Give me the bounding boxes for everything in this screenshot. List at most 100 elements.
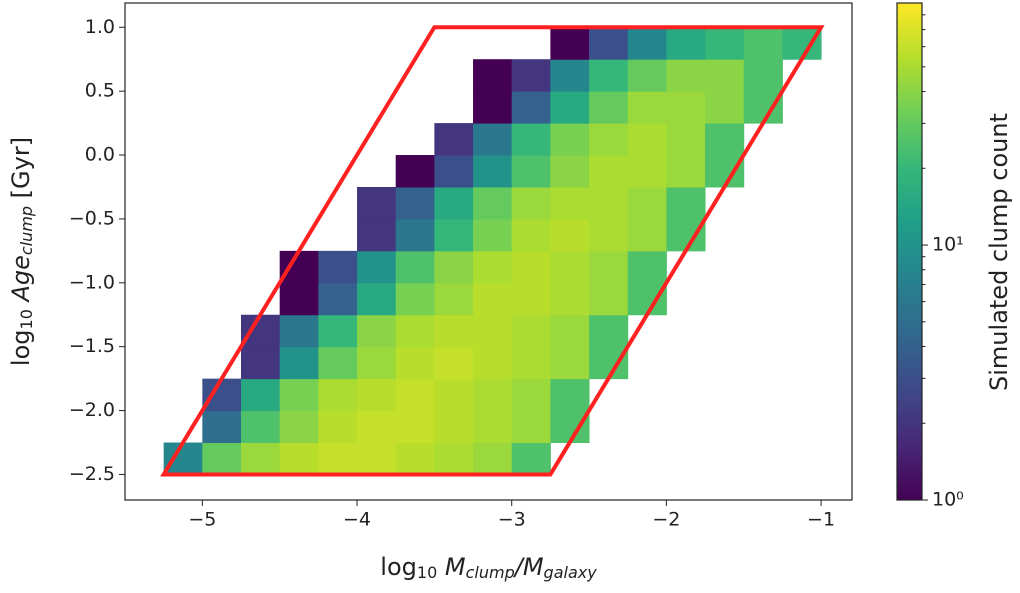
hist-cell: [395, 442, 435, 475]
hist-cell: [279, 250, 319, 284]
hist-cell: [666, 155, 706, 188]
hist-cell: [318, 442, 358, 475]
x-tick-label: −4: [343, 509, 371, 531]
hist-cell: [395, 314, 435, 348]
hist-cell: [511, 218, 551, 252]
hist-cell: [473, 91, 513, 124]
y-axis-label-part: [7, 301, 35, 309]
x-axis-label-part: galaxy: [544, 563, 598, 582]
hist-cell: [627, 91, 667, 124]
hist-cell: [627, 218, 667, 252]
hist-cell: [627, 155, 667, 188]
hist-cell: [511, 91, 551, 124]
y-axis-label: log10 Ageclump [Gyr]: [7, 137, 36, 366]
hist-cell: [666, 91, 706, 124]
x-axis-label-part: [437, 553, 445, 581]
hist-cell: [666, 123, 706, 156]
hist-cell: [550, 27, 590, 60]
hist-cell: [511, 346, 551, 380]
hist-cell: [627, 59, 667, 92]
hist-cell: [279, 410, 319, 444]
colorbar-label: Simulated clump count: [985, 113, 1013, 391]
hist-cell: [357, 410, 397, 444]
hist-cell: [357, 378, 397, 412]
hist-cell: [395, 186, 435, 220]
hist-cell: [511, 282, 551, 316]
y-tick-label: −2.5: [69, 463, 115, 485]
hist-cell: [357, 218, 397, 252]
hist-cell: [318, 314, 358, 348]
y-tick-label: −1.0: [69, 271, 115, 293]
hist-cell: [318, 250, 358, 284]
hist-cell: [434, 250, 474, 284]
hist-cell: [589, 91, 629, 124]
hist-cell: [589, 123, 629, 156]
region-outline: [160, 25, 825, 477]
hist-cell: [395, 410, 435, 444]
hist-cell: [434, 346, 474, 380]
hist-cell: [782, 27, 822, 60]
hist-cell: [395, 155, 435, 188]
hist-cell: [473, 186, 513, 220]
x-axis-label: log10 Mclump/Mgalaxy: [380, 553, 597, 582]
hist-cell: [241, 410, 281, 444]
hist-cell: [627, 282, 667, 316]
hist-cell: [511, 314, 551, 348]
hist-cell: [473, 250, 513, 284]
hist-cell: [202, 410, 242, 444]
hist-cell: [473, 314, 513, 348]
hist-cell: [705, 27, 745, 60]
hist-cell: [202, 378, 242, 412]
hist-cell: [589, 314, 629, 348]
hist-cell: [202, 442, 242, 475]
hist-cell: [473, 346, 513, 380]
hist-cell: [279, 346, 319, 380]
hist-cell: [550, 155, 590, 188]
hist-cell: [279, 442, 319, 475]
hist-cell: [705, 59, 745, 92]
hist-cell: [550, 218, 590, 252]
y-axis-label-part: 10: [17, 309, 36, 329]
hist-cell: [163, 442, 203, 475]
hist-cell: [666, 59, 706, 92]
hist-cell: [550, 91, 590, 124]
hist-cell: [434, 155, 474, 188]
hist-cell: [666, 218, 706, 252]
hist-cell: [357, 250, 397, 284]
hist-cell: [434, 314, 474, 348]
hist-cell: [473, 218, 513, 252]
y-tick-label: 1.0: [85, 16, 115, 38]
hist-cell: [279, 282, 319, 316]
hist-cell: [434, 218, 474, 252]
hist-cell: [395, 346, 435, 380]
hist-cell: [550, 410, 590, 444]
hist-cell: [318, 346, 358, 380]
hist-cell: [511, 442, 551, 475]
hist-cell: [589, 186, 629, 220]
x-tick-label: −2: [652, 509, 680, 531]
hist-cell: [705, 91, 745, 124]
hist-cell: [589, 346, 629, 380]
hist-cell: [395, 250, 435, 284]
hist-cell: [434, 123, 474, 156]
hist-cell: [395, 218, 435, 252]
hist-cell: [511, 410, 551, 444]
hist-cell: [473, 378, 513, 412]
hist-cell: [511, 378, 551, 412]
hist-cell: [511, 155, 551, 188]
hist-cell: [511, 250, 551, 284]
hist-cell: [357, 346, 397, 380]
y-axis-label-part: log: [7, 329, 35, 366]
hist-cell: [589, 250, 629, 284]
hist-cell: [473, 442, 513, 475]
hist-cell: [241, 442, 281, 475]
hist-cell: [241, 378, 281, 412]
colorbar: [896, 2, 923, 501]
y-tick-label: −2.0: [69, 399, 115, 421]
hist-cell: [357, 314, 397, 348]
y-tick-label: −0.5: [69, 207, 115, 229]
hist-cell: [511, 186, 551, 220]
hist-cell: [705, 123, 745, 156]
y-axis-label-part: clump: [17, 206, 36, 255]
